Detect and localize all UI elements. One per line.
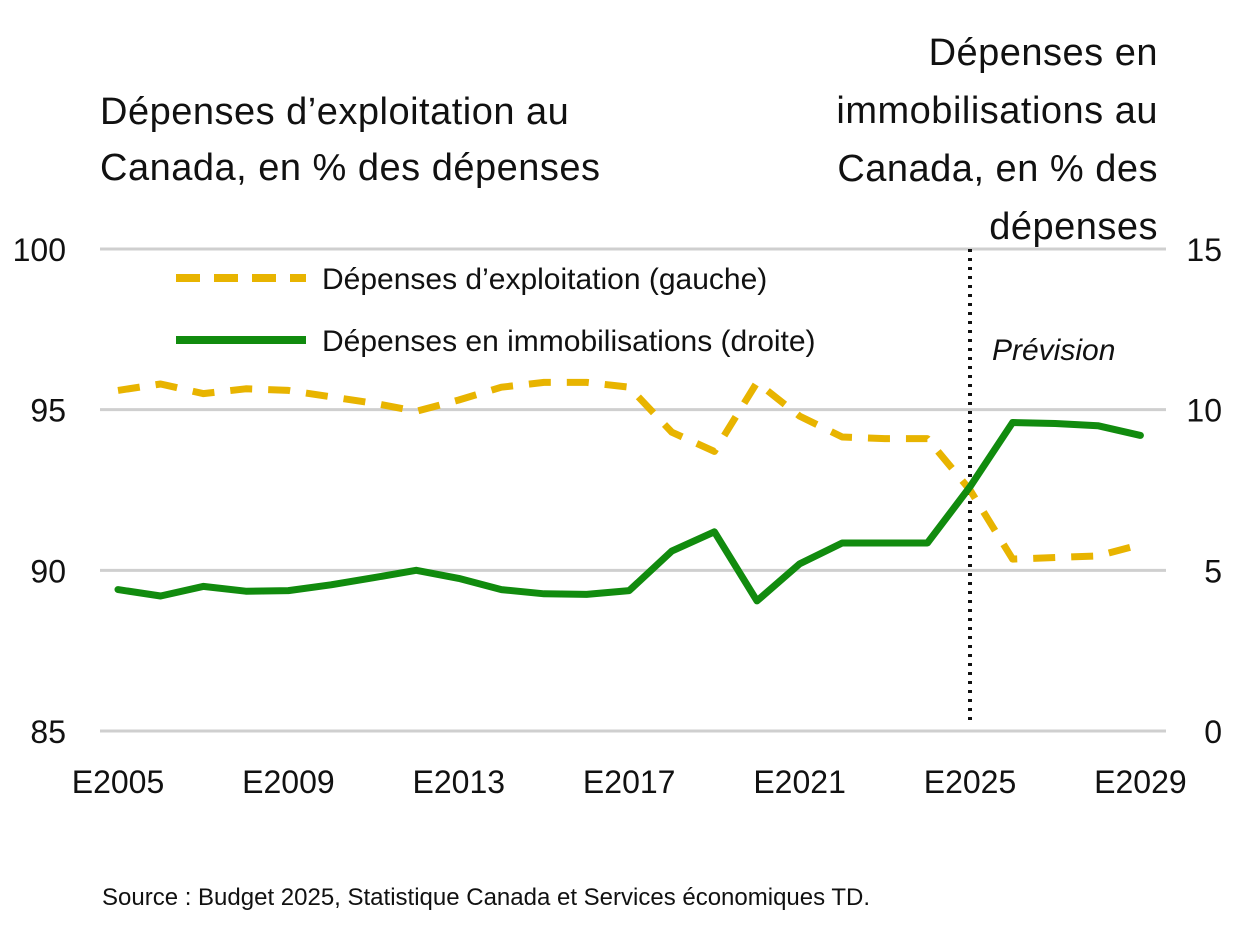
y-right-tick-label: 10 xyxy=(1186,393,1222,429)
x-tick-label: E2005 xyxy=(72,764,165,800)
gridlines xyxy=(100,247,1166,733)
legend-label-1: Dépenses d’exploitation (gauche) xyxy=(322,263,767,296)
y-left-tick-label: 85 xyxy=(30,714,66,750)
x-tick-label: E2017 xyxy=(583,764,676,800)
x-tick-label: E2013 xyxy=(413,764,506,800)
x-axis: E2005 E2009 E2013 E2017 E2021 E2025 E2029 xyxy=(72,764,1187,800)
left-axis-title: Dépenses d’exploitation au Canada, en % … xyxy=(100,91,601,189)
y-right-tick-label: 0 xyxy=(1204,714,1222,750)
x-tick-label: E2025 xyxy=(924,764,1017,800)
source-note: Source : Budget 2025, Statistique Canada… xyxy=(102,884,871,911)
y-left-tick-label: 95 xyxy=(30,393,66,429)
series-line-2 xyxy=(114,419,1144,605)
series-lines xyxy=(114,378,1144,605)
y-left-tick-label: 100 xyxy=(13,232,66,268)
legend-label-2: Dépenses en immobilisations (droite) xyxy=(322,325,816,358)
right-axis-title: Dépenses en immobilisations au Canada, e… xyxy=(836,32,1158,248)
forecast-marker: Prévision xyxy=(968,249,1115,723)
right-y-axis: 15 10 5 0 xyxy=(1186,232,1222,750)
left-y-axis: 100 95 90 85 xyxy=(13,232,66,750)
x-tick-label: E2009 xyxy=(242,764,335,800)
y-right-tick-label: 15 xyxy=(1186,232,1222,268)
y-right-tick-label: 5 xyxy=(1204,553,1222,589)
forecast-label: Prévision xyxy=(992,334,1115,367)
x-tick-label: E2021 xyxy=(753,764,846,800)
legend: Dépenses d’exploitation (gauche) Dépenses… xyxy=(176,263,816,358)
x-tick-label: E2029 xyxy=(1094,764,1187,800)
y-left-tick-label: 90 xyxy=(30,553,66,589)
